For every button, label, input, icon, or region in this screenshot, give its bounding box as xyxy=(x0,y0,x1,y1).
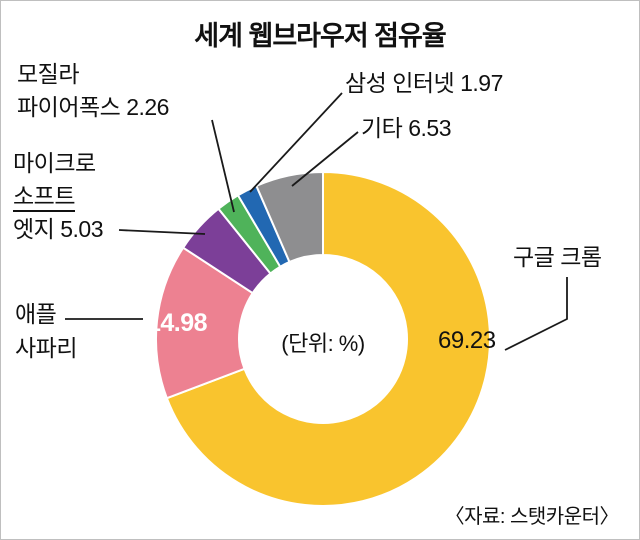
callout-google-chrome: 구글 크롬 xyxy=(513,244,602,270)
callout-line: 엣지 5.03 xyxy=(13,216,103,242)
pie-slice-etc xyxy=(255,170,324,264)
value-microsoft-edge: 5.03 xyxy=(60,216,103,242)
leader-line-etc xyxy=(291,131,359,187)
callout-line: 파이어폭스 2.26 xyxy=(17,94,169,120)
callout-line: 소프트 xyxy=(13,180,103,213)
callout-etc: 기타 6.53 xyxy=(361,115,451,141)
donut-slices xyxy=(155,170,491,507)
pie-slice-google-chrome xyxy=(165,170,491,507)
unit-label: (단위: %) xyxy=(281,331,365,356)
callout-samsung-internet: 삼성 인터넷 1.97 xyxy=(345,70,503,96)
callout-line: 모질라 xyxy=(17,61,79,87)
leader-line-mozilla-firefox xyxy=(211,119,235,213)
leader-line-google-chrome xyxy=(504,277,568,351)
callout-line: 사파리 xyxy=(15,335,77,361)
value-mozilla-firefox: 2.26 xyxy=(126,94,169,120)
source-credit: 〈자료: 스탯카운터〉 xyxy=(444,506,620,528)
value-samsung-internet: 1.97 xyxy=(460,70,503,96)
chart-title: 세계 웹브라우저 점유율 xyxy=(194,21,446,51)
leader-line-microsoft-edge xyxy=(118,229,206,235)
callout-apple-safari: 애플 사파리 xyxy=(15,297,77,365)
leader-line-samsung-internet xyxy=(249,92,343,193)
value-apple-safari: 14.98 xyxy=(147,309,208,337)
callout-line: 애플 xyxy=(15,301,57,327)
value-etc: 6.53 xyxy=(408,115,451,141)
callout-microsoft-edge: 마이크로 소프트 엣지 5.03 xyxy=(13,147,103,246)
value-google-chrome: 69.23 xyxy=(438,327,496,354)
callout-mozilla-firefox: 모질라 파이어폭스 2.26 xyxy=(17,58,169,124)
callout-line: 마이크로 xyxy=(13,150,96,176)
